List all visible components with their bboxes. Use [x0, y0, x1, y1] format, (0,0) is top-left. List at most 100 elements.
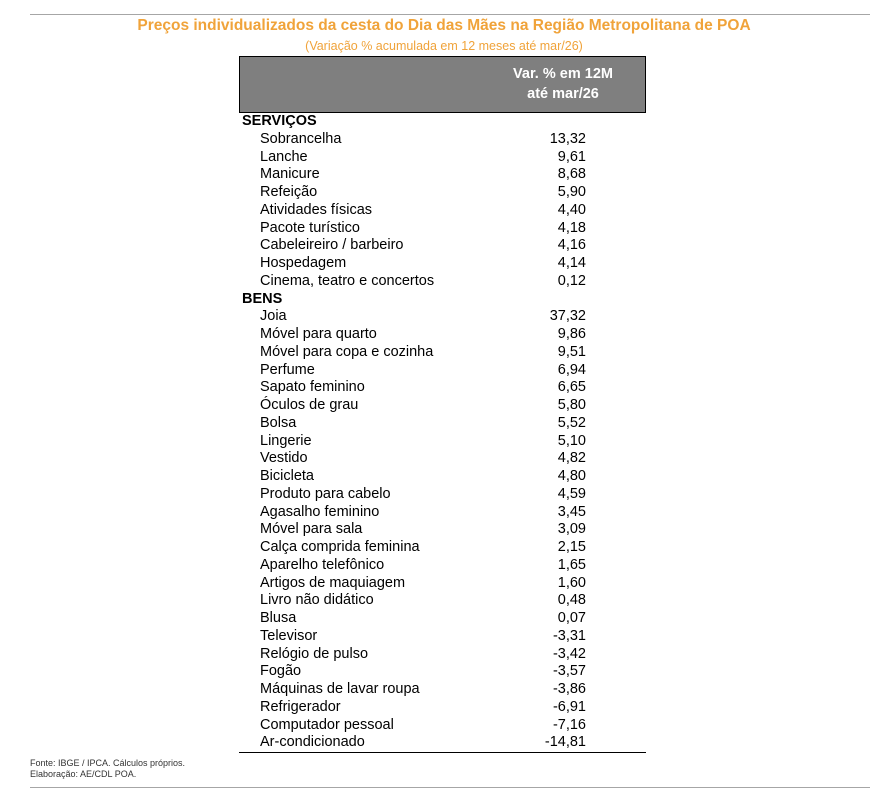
item-label: Computador pessoal	[260, 716, 394, 733]
section-header: SERVIÇOS	[239, 113, 646, 131]
table-row: Artigos de maquiagem 1,60	[239, 575, 646, 593]
item-value: 2,15	[557, 539, 586, 555]
table-row: Refeição 5,90	[239, 184, 646, 202]
item-label: Sapato feminino	[260, 379, 365, 396]
item-label: Bicicleta	[260, 468, 314, 484]
table-row: Joia 37,32	[239, 308, 646, 326]
table-row: Blusa 0,07	[239, 610, 646, 628]
table-row: Produto para cabelo 4,59	[239, 486, 646, 504]
section-label: BENS	[242, 290, 283, 307]
item-value: 37,32	[549, 308, 586, 325]
table-row: Televisor -3,31	[239, 628, 646, 646]
item-label: Móvel para copa e cozinha	[260, 343, 434, 360]
item-value: 4,14	[557, 255, 586, 271]
item-label: Produto para cabelo	[260, 485, 391, 502]
item-label: Perfume	[260, 361, 315, 378]
item-value: -3,31	[552, 627, 586, 644]
table-row: Fogão -3,57	[239, 663, 646, 681]
table-row: Lanche 9,61	[239, 149, 646, 167]
item-value: 5,80	[557, 397, 586, 413]
table-row: Lingerie 5,10	[239, 433, 646, 451]
item-label: Lingerie	[260, 432, 312, 449]
table-row: Relógio de pulso -3,42	[239, 646, 646, 664]
table-row: Vestido 4,82	[239, 450, 646, 468]
item-value: 9,86	[557, 326, 586, 342]
item-label: Lanche	[260, 148, 308, 165]
table-body: SERVIÇOS Sobrancelha 13,32 Lanche 9,61 Manicu…	[239, 113, 646, 753]
table-row: Móvel para quarto 9,86	[239, 326, 646, 344]
item-label: Ar-condicionado	[260, 734, 365, 751]
table-row: Manicure 8,68	[239, 166, 646, 184]
item-value: 13,32	[549, 130, 586, 147]
item-value: 8,68	[557, 166, 586, 183]
item-value: 1,65	[557, 556, 586, 573]
table-row: Livro não didático 0,48	[239, 592, 646, 610]
table-row: Calça comprida feminina 2,15	[239, 539, 646, 557]
table-row: Aparelho telefônico 1,65	[239, 557, 646, 575]
item-label: Manicure	[260, 166, 320, 183]
item-label: Cinema, teatro e concertos	[260, 272, 435, 289]
item-value: 4,59	[557, 485, 586, 502]
item-value: 5,52	[557, 414, 586, 431]
item-label: Atividades físicas	[260, 201, 373, 218]
item-value: -6,91	[552, 698, 586, 715]
source-text: Fonte: IBGE / IPCA. Cálculos próprios.	[30, 758, 186, 768]
table-row: Refrigerador -6,91	[239, 699, 646, 717]
column-header-line-2: até mar/26	[527, 86, 599, 102]
item-value: -3,42	[552, 645, 586, 662]
table-row: Bolsa 5,52	[239, 415, 646, 433]
table-row: Cabeleireiro / barbeiro 4,16	[239, 237, 646, 255]
source-note: Fonte: IBGE / IPCA. Cálculos próprios. E…	[30, 758, 185, 780]
item-value: -7,16	[552, 716, 586, 733]
table-row: Atividades físicas 4,40	[239, 202, 646, 220]
item-value: 4,40	[557, 201, 586, 218]
item-value: -3,86	[552, 681, 586, 697]
table-row: Óculos de grau 5,80	[239, 397, 646, 415]
table-row: Móvel para sala 3,09	[239, 521, 646, 539]
item-value: 0,12	[557, 272, 586, 289]
item-value: -14,81	[544, 734, 586, 751]
bottom-rule	[30, 787, 870, 788]
table-row: Hospedagem 4,14	[239, 255, 646, 273]
item-value: 4,80	[557, 468, 586, 484]
table-row: Cinema, teatro e concertos 0,12	[239, 273, 646, 291]
item-value: 9,61	[557, 148, 586, 165]
item-value: 6,65	[557, 379, 586, 396]
table-row: Sobrancelha 13,32	[239, 131, 646, 149]
item-value: 0,07	[557, 610, 586, 626]
item-value: 5,90	[557, 184, 586, 200]
top-rule	[30, 14, 870, 15]
item-label: Relógio de pulso	[260, 645, 369, 662]
item-value: 1,60	[557, 574, 586, 591]
item-value: 4,82	[557, 450, 586, 467]
item-label: Vestido	[260, 450, 308, 467]
item-label: Sobrancelha	[260, 130, 342, 147]
item-label: Refrigerador	[260, 698, 341, 715]
item-label: Aparelho telefônico	[260, 556, 385, 573]
item-label: Livro não didático	[260, 592, 374, 609]
table-row: Computador pessoal -7,16	[239, 717, 646, 735]
item-label: Agasalho feminino	[260, 503, 380, 520]
item-value: 4,16	[557, 237, 586, 254]
table-subtitle: (Variação % acumulada em 12 meses até ma…	[305, 39, 583, 53]
table-row: Perfume 6,94	[239, 362, 646, 380]
item-label: Bolsa	[260, 414, 297, 431]
item-value: 3,45	[557, 503, 586, 520]
item-label: Hospedagem	[260, 255, 347, 271]
column-header-box	[239, 56, 646, 113]
table-row: Agasalho feminino 3,45	[239, 504, 646, 522]
table-title: Preços individualizados da cesta do Dia …	[137, 17, 751, 34]
item-label: Refeição	[260, 184, 318, 200]
item-label: Televisor	[260, 627, 318, 644]
item-label: Cabeleireiro / barbeiro	[260, 237, 404, 254]
section-label: SERVIÇOS	[242, 113, 317, 129]
table-row: Bicicleta 4,80	[239, 468, 646, 486]
item-value: 5,10	[557, 432, 586, 449]
item-label: Móvel para quarto	[260, 326, 377, 342]
item-label: Móvel para sala	[260, 521, 363, 538]
item-label: Blusa	[260, 610, 297, 626]
item-label: Máquinas de lavar roupa	[260, 681, 420, 697]
item-value: 9,51	[557, 343, 586, 360]
table-row: Sapato feminino 6,65	[239, 379, 646, 397]
table-row: Máquinas de lavar roupa -3,86	[239, 681, 646, 699]
